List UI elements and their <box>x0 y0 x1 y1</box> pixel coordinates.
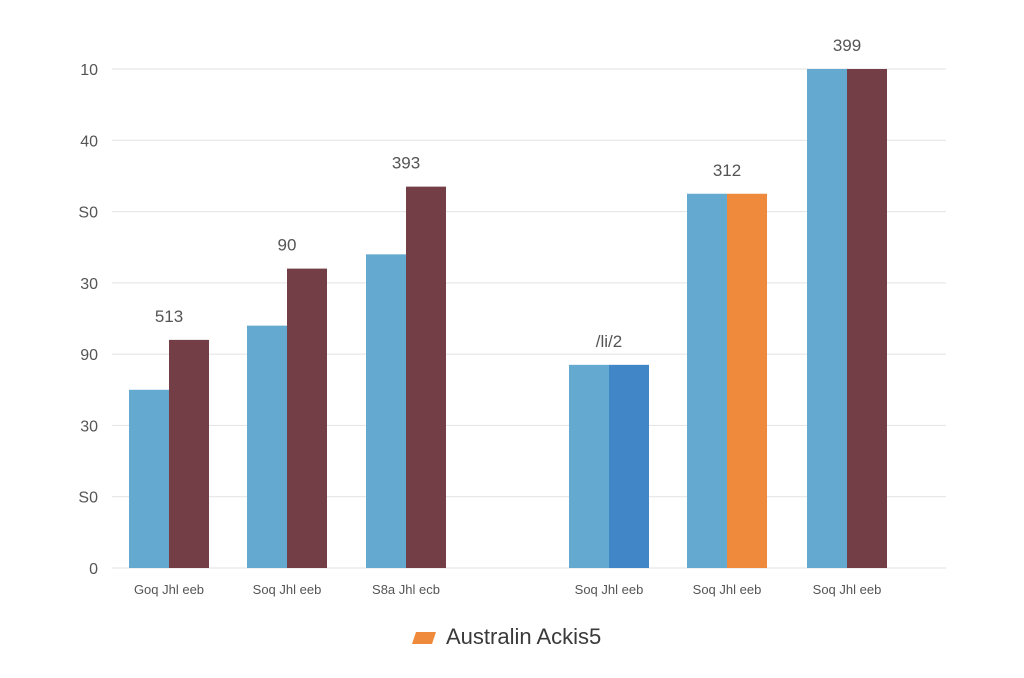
data-label: 513 <box>155 307 183 326</box>
category-label: Soq Jhl eeb <box>813 582 882 597</box>
bar <box>727 193 767 568</box>
data-label: 399 <box>833 36 861 55</box>
bar <box>247 325 287 568</box>
category-label: Soq Jhl eeb <box>575 582 644 597</box>
y-tick-label: 10 <box>80 62 98 79</box>
bar <box>366 254 406 569</box>
data-labels: 513 90 393/li/2 312 399 <box>155 36 861 351</box>
data-label: 312 <box>713 161 741 180</box>
bar <box>569 364 609 568</box>
category-label: S8a Jhl ecb <box>372 582 440 597</box>
y-tick-label: 0 <box>89 561 98 578</box>
bars <box>129 69 887 569</box>
y-tick-label: S0 <box>78 205 98 222</box>
bar <box>609 364 649 568</box>
y-tick-label: 30 <box>80 418 98 435</box>
x-axis-categories: Goq Jhl eeb Soq Jhl eeb S8a Jhl ecb Soq Jhl… <box>134 582 881 597</box>
bar <box>287 268 327 568</box>
category-label: Soq Jhl eeb <box>253 582 322 597</box>
legend-swatch <box>412 632 436 644</box>
bar <box>406 186 446 568</box>
category-label: Soq Jhl eeb <box>693 582 762 597</box>
data-label: 393 <box>392 154 420 173</box>
legend: Australin Ackis5 <box>412 624 601 649</box>
category-label: Goq Jhl eeb <box>134 582 204 597</box>
bar <box>687 193 727 568</box>
y-tick-label: 40 <box>80 133 98 150</box>
y-tick-label: S0 <box>78 490 98 507</box>
bar <box>129 389 169 568</box>
bar <box>847 69 887 568</box>
data-label: 90 <box>278 236 297 255</box>
bar <box>807 69 847 568</box>
y-tick-label: 90 <box>80 347 98 364</box>
legend-label: Australin Ackis5 <box>446 624 601 649</box>
bar <box>169 339 209 568</box>
data-label: /li/2 <box>596 332 622 351</box>
y-tick-label: 30 <box>80 276 98 293</box>
y-axis-ticks: 0 S0 30 90 30 S0 40 10 <box>78 62 98 578</box>
